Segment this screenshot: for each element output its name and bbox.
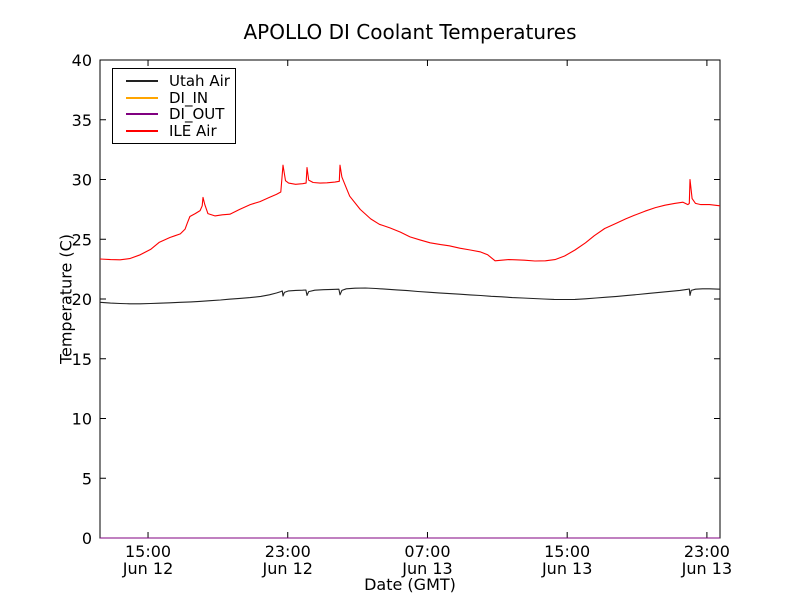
x-tick-label-date: Jun 12 (262, 559, 313, 578)
y-tick-labels: 0 5 10 15 20 25 30 35 40 (72, 51, 92, 548)
x-tick-label-date: Jun 13 (401, 559, 452, 578)
y-tick-label: 10 (72, 410, 92, 429)
series-line-utah-air (99, 287, 721, 305)
legend-item-di-in: DI_IN (126, 90, 235, 107)
legend-item-utah-air: Utah Air (126, 73, 235, 90)
y-tick-label: 30 (72, 171, 92, 190)
legend-line-sample-ile-air (126, 129, 158, 132)
legend-line-sample-utah-air (126, 80, 158, 83)
legend-label-di-out: DI_OUT (169, 105, 225, 124)
y-tick-label: 15 (72, 350, 92, 369)
legend-label-di-in: DI_IN (169, 88, 209, 107)
y-axis-label: Temperature (C) (56, 233, 76, 365)
x-tick-label-time: 15:00 (544, 542, 590, 561)
x-tick-label-date: Jun 13 (681, 559, 732, 578)
x-axis-ticks (147, 60, 708, 538)
y-tick-label: 5 (82, 469, 92, 488)
y-tick-label: 20 (72, 290, 92, 309)
y-tick-label: 40 (72, 51, 92, 70)
x-axis-label: Date (GMT) (364, 575, 456, 594)
chart-title: APOLLO DI Coolant Temperatures (243, 20, 577, 44)
series-line-ile-air (99, 164, 721, 262)
x-tick-label-time: 15:00 (125, 542, 171, 561)
legend-line-sample-di-out (126, 113, 158, 116)
x-tick-label-time: 07:00 (404, 542, 450, 561)
y-tick-label: 35 (72, 111, 92, 130)
legend-item-ile-air: ILE Air (126, 123, 235, 140)
legend-label-ile-air: ILE Air (169, 121, 217, 140)
legend-item-di-out: DI_OUT (126, 106, 235, 123)
x-tick-label-time: 23:00 (265, 542, 311, 561)
legend-line-sample-di-in (126, 96, 158, 99)
x-tick-label-time: 23:00 (684, 542, 730, 561)
x-tick-label-date: Jun 13 (541, 559, 592, 578)
x-tick-label-date: Jun 12 (122, 559, 173, 578)
legend-box: Utah Air DI_IN DI_OUT ILE Air (112, 68, 236, 144)
y-tick-label: 25 (72, 230, 92, 249)
y-tick-label: 0 (82, 529, 92, 548)
legend-label-utah-air: Utah Air (169, 72, 230, 91)
